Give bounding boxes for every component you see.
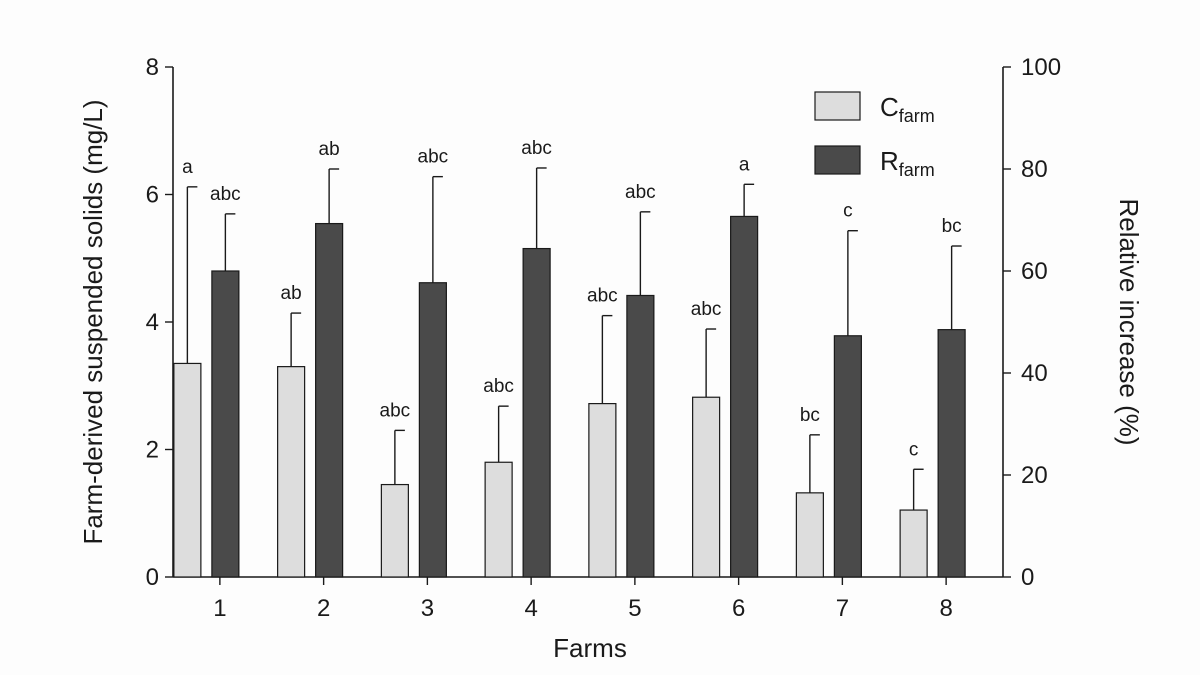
bar-c-farm (692, 396, 721, 578)
x-tick-label: 5 (628, 595, 641, 622)
y-axis-title-left: Farm-derived suspended solids (mg/L) (78, 99, 108, 544)
bar-c-farm (795, 492, 824, 578)
significance-label: bc (800, 405, 820, 426)
bar-r-farm (730, 215, 759, 578)
significance-label: abc (210, 184, 241, 205)
y-tick-label-right: 80 (1021, 156, 1048, 183)
bar-c-farm (588, 403, 617, 578)
plot-area: 024680204060801001aabc2abab3abcabc4abcab… (146, 54, 1061, 622)
x-tick-label: 4 (524, 595, 537, 622)
y-tick-label-right: 60 (1021, 258, 1048, 285)
y-tick-label-left: 4 (146, 309, 159, 336)
significance-label: c (909, 439, 919, 460)
x-tick-label: 6 (732, 595, 745, 622)
legend-series-subscript: farm (899, 106, 935, 126)
y-tick-label-left: 2 (146, 437, 159, 464)
x-tick-label: 2 (317, 595, 330, 622)
significance-label: abc (418, 147, 449, 168)
x-axis-title: Farms (553, 633, 627, 663)
legend-series-subscript: farm (899, 160, 935, 180)
significance-label: bc (942, 216, 962, 237)
bar-c-farm (899, 509, 928, 578)
y-axis-title-right: Relative increase (%) (1114, 198, 1144, 445)
y-tick-label-right: 100 (1021, 54, 1061, 81)
significance-label: ab (281, 283, 302, 304)
significance-label: abc (625, 182, 656, 203)
x-tick-label: 3 (421, 595, 434, 622)
x-tick-label: 1 (213, 595, 226, 622)
legend: Cfarm Rfarm (814, 91, 935, 180)
y-tick-label-right: 0 (1021, 564, 1034, 591)
legend-series-name: C (880, 92, 899, 122)
x-tick-label: 8 (939, 595, 952, 622)
bar-c-farm (173, 362, 202, 578)
legend-label-c-farm: Cfarm (880, 92, 935, 126)
significance-label: c (843, 201, 853, 222)
y-tick-label-left: 0 (146, 564, 159, 591)
significance-label: a (739, 154, 750, 175)
bar-r-farm (833, 335, 862, 578)
significance-label: ab (319, 139, 340, 160)
significance-label: a (182, 157, 193, 178)
bar-r-farm (937, 329, 966, 578)
y-tick-label-left: 8 (146, 54, 159, 81)
bar-r-farm (315, 222, 344, 578)
legend-swatch-c-farm (814, 91, 861, 121)
y-tick-label-left: 6 (146, 182, 159, 209)
bar-c-farm (380, 483, 409, 578)
significance-label: abc (483, 376, 514, 397)
legend-series-name: R (880, 146, 899, 176)
bar-c-farm (484, 461, 513, 578)
legend-label-r-farm: Rfarm (880, 146, 935, 180)
bar-c-farm (277, 366, 306, 578)
y-tick-label-right: 20 (1021, 462, 1048, 489)
bar-r-farm (211, 270, 240, 578)
bar-r-farm (418, 282, 447, 578)
significance-label: abc (380, 400, 411, 421)
legend-swatch-r-farm (814, 145, 861, 175)
bar-r-farm (626, 294, 655, 578)
significance-label: abc (587, 286, 618, 307)
bar-r-farm (522, 247, 551, 578)
x-tick-label: 7 (836, 595, 849, 622)
significance-label: abc (521, 138, 552, 159)
y-tick-label-right: 40 (1021, 360, 1048, 387)
significance-label: abc (691, 299, 722, 320)
